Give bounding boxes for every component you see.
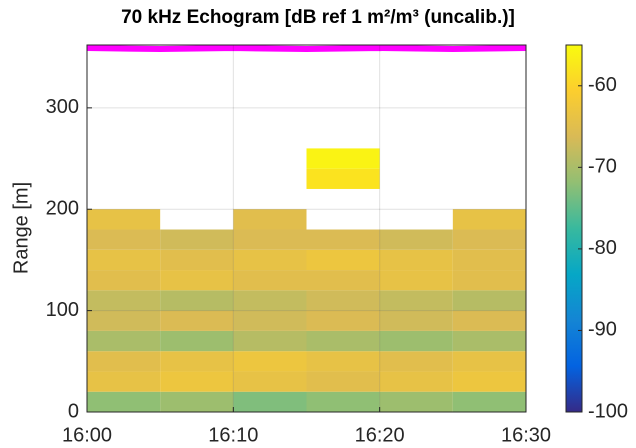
echo-cell — [160, 290, 234, 311]
echo-cell — [452, 310, 526, 331]
echo-cell — [87, 229, 161, 250]
echo-cell — [379, 249, 453, 271]
echo-cell — [379, 270, 453, 291]
echo-cell — [160, 371, 234, 392]
echo-cell — [87, 391, 161, 412]
echo-cell — [306, 310, 380, 331]
echo-cell — [306, 330, 380, 352]
x-tick-label: 16:20 — [355, 424, 405, 446]
echo-cell — [87, 351, 161, 372]
echo-cell — [160, 270, 234, 291]
echo-cell — [379, 310, 453, 331]
y-tick-label: 100 — [46, 299, 79, 321]
echo-cell — [233, 351, 307, 372]
colorbar-tick-label: -100 — [588, 400, 628, 422]
echo-cell — [160, 229, 234, 250]
echo-cell — [379, 371, 453, 392]
echo-cell — [87, 290, 161, 311]
echo-cell — [306, 168, 380, 189]
echo-cell — [87, 249, 161, 271]
x-tick-label: 16:30 — [501, 424, 551, 446]
colorbar — [565, 44, 583, 413]
echo-cell — [452, 371, 526, 392]
chart-title: 70 kHz Echogram [dB ref 1 m²/m³ (uncalib… — [121, 7, 515, 28]
echo-cell — [233, 391, 307, 412]
echo-cell — [379, 351, 453, 372]
echo-cell — [160, 391, 234, 412]
echo-cell — [87, 209, 161, 230]
echo-cell — [306, 351, 380, 372]
echo-cell — [160, 351, 234, 372]
echo-cell — [452, 249, 526, 271]
echo-cell — [379, 391, 453, 412]
echo-cell — [233, 270, 307, 291]
x-tick-label: 16:10 — [208, 424, 258, 446]
echo-cell — [160, 249, 234, 271]
echo-cell — [452, 290, 526, 311]
echo-cell — [160, 330, 234, 352]
echo-cell — [306, 249, 380, 271]
echo-cell — [379, 330, 453, 352]
echo-cell — [233, 371, 307, 392]
echo-cell — [379, 290, 453, 311]
echo-cell — [452, 330, 526, 352]
echo-cell — [452, 270, 526, 291]
colorbar-tick-label: -70 — [588, 156, 617, 178]
echo-cell — [87, 310, 161, 331]
y-tick-label: 200 — [46, 198, 79, 220]
echo-cell — [306, 148, 380, 169]
echo-cell — [233, 290, 307, 311]
echo-cell — [452, 229, 526, 250]
echo-cell — [452, 209, 526, 230]
echo-cell — [452, 391, 526, 412]
echo-cell — [233, 229, 307, 250]
x-tick-label: 16:00 — [62, 424, 112, 446]
colorbar-tick-label: -90 — [588, 319, 617, 341]
echo-cell — [87, 270, 161, 291]
y-axis-label: Range [m] — [10, 182, 32, 274]
echo-cell — [379, 229, 453, 250]
colorbar-tick-label: -60 — [588, 74, 617, 96]
y-tick-label: 0 — [68, 400, 79, 422]
bottom-line — [86, 45, 527, 53]
echo-cell — [87, 371, 161, 392]
y-tick-label: 300 — [46, 96, 79, 118]
echo-cell — [160, 310, 234, 331]
plot-frame — [86, 44, 527, 413]
echo-cell — [306, 270, 380, 291]
echo-cell — [306, 290, 380, 311]
echo-cell — [87, 330, 161, 352]
echo-cell — [306, 229, 380, 250]
echo-cell — [306, 391, 380, 412]
colorbar-tick-label: -80 — [588, 237, 617, 259]
echo-cell — [233, 310, 307, 331]
echo-cell — [233, 209, 307, 230]
echo-cell — [233, 330, 307, 352]
echo-cell — [306, 371, 380, 392]
echo-cell — [452, 351, 526, 372]
echo-cell — [233, 249, 307, 271]
